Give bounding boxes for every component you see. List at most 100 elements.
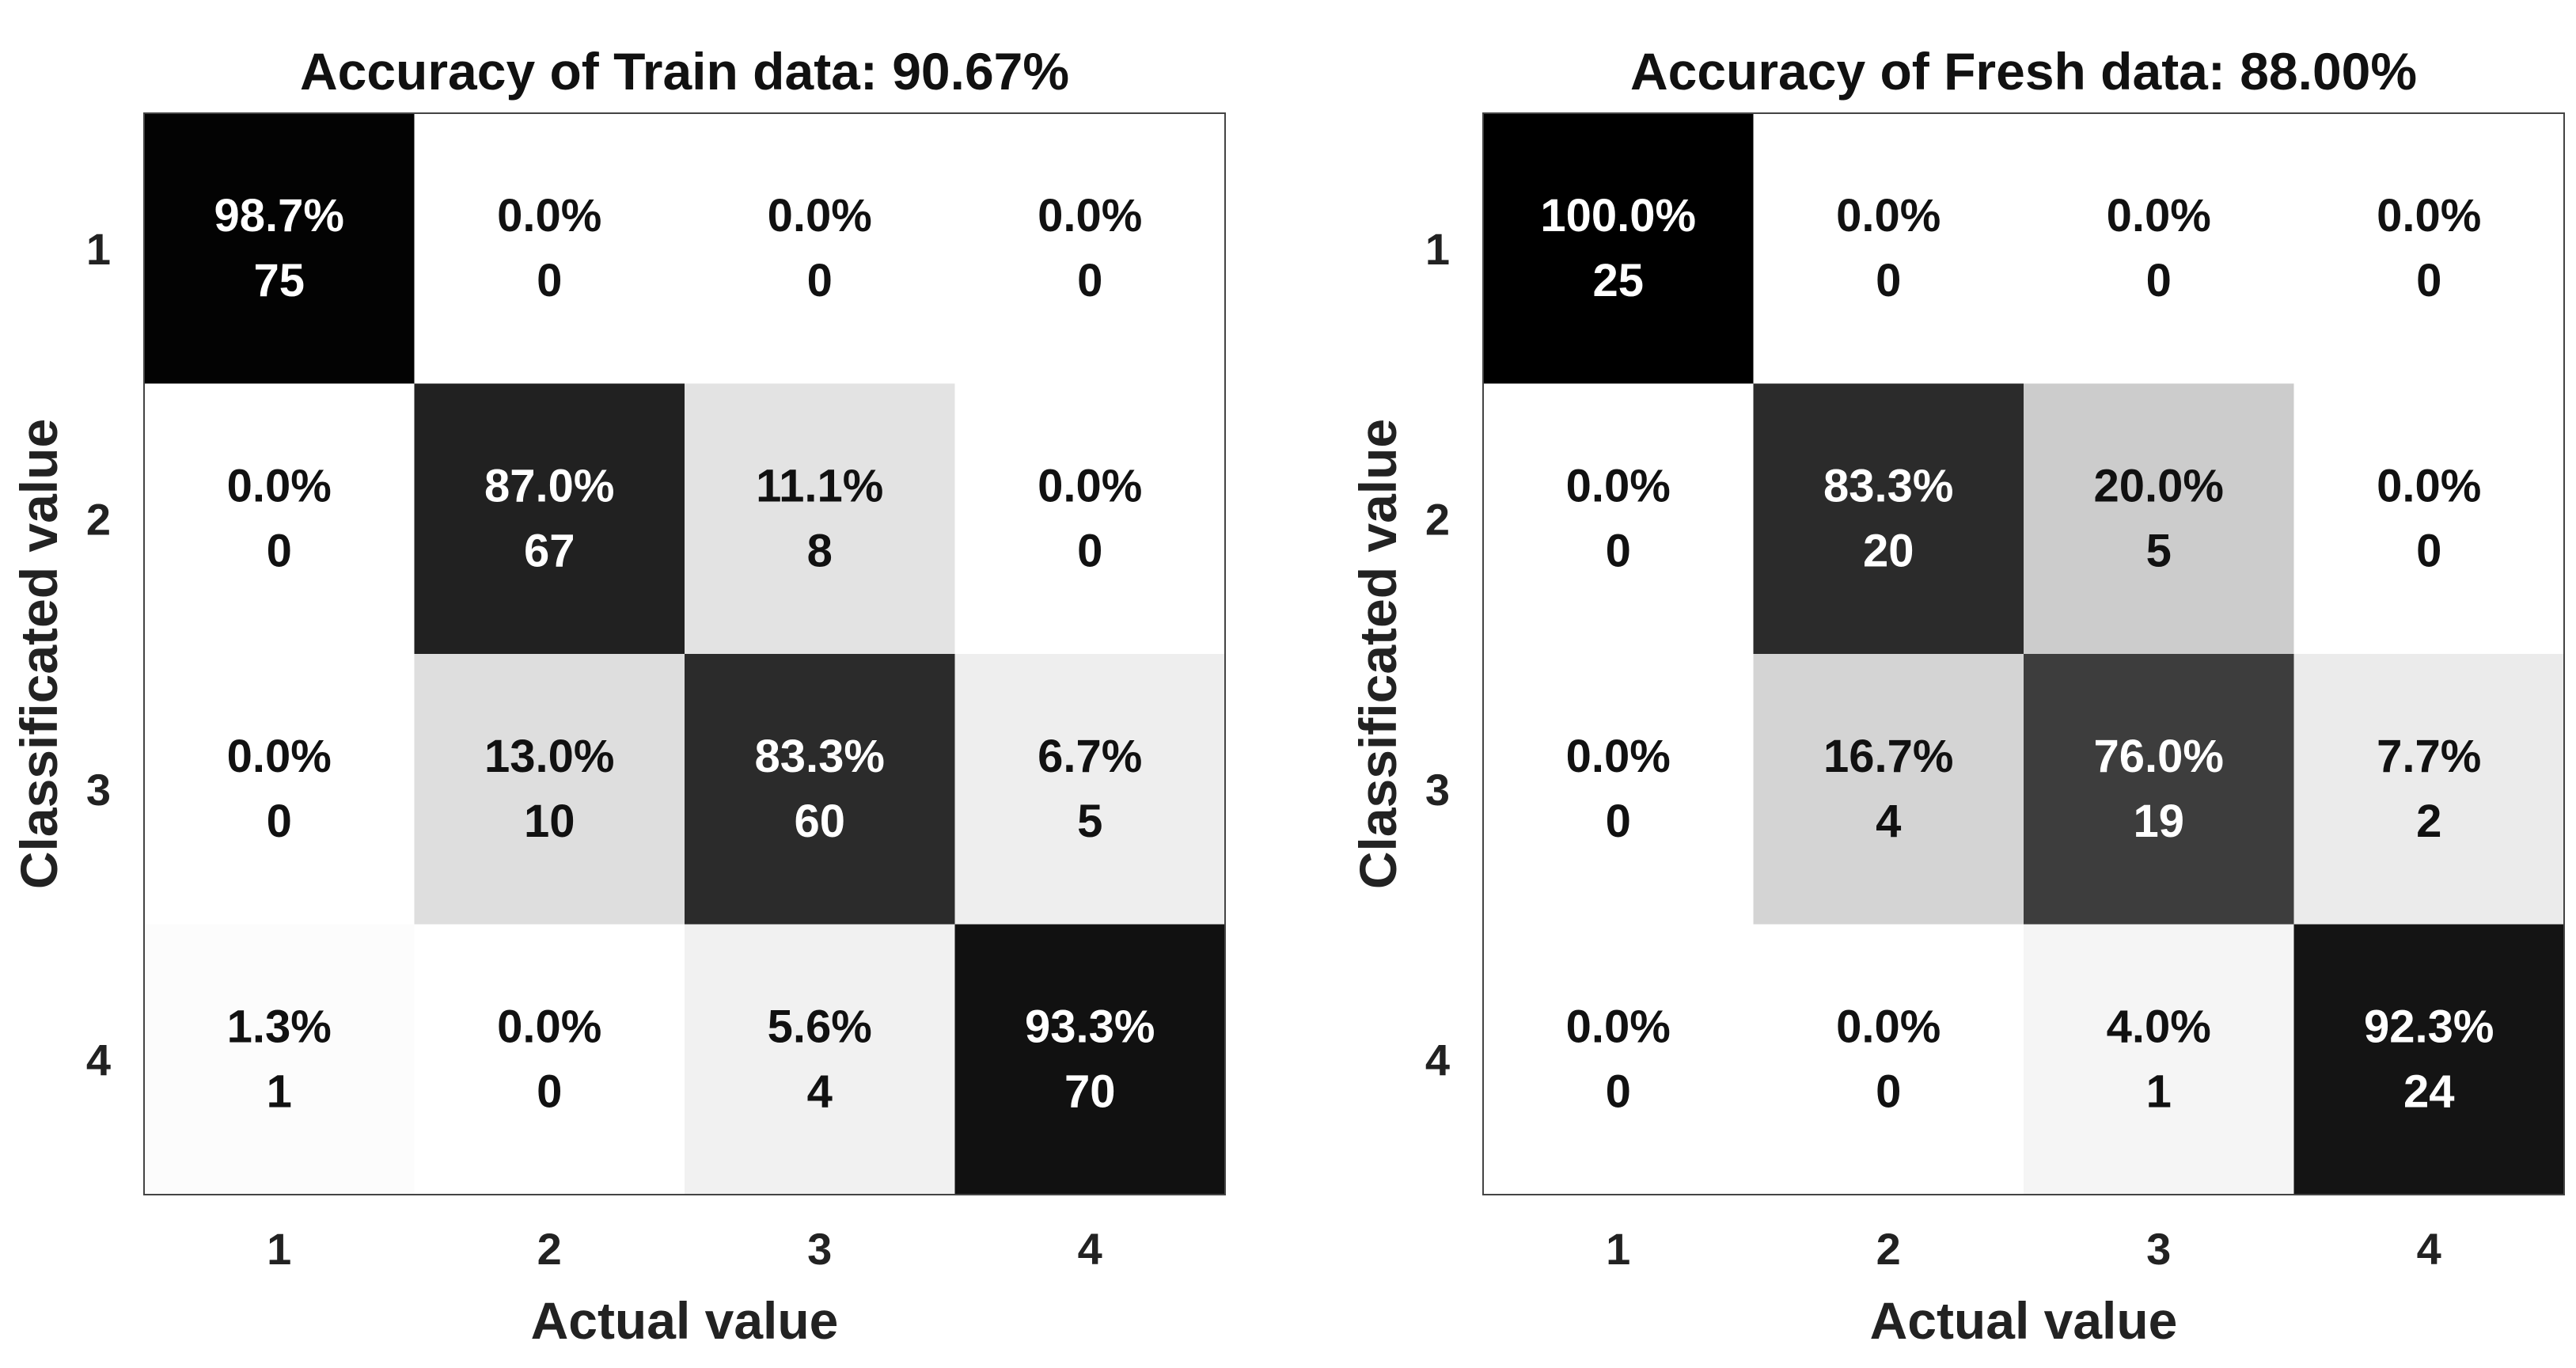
plot-frame	[143, 112, 1226, 1195]
cell-percent-label: 0.0%	[1566, 731, 1671, 782]
cell-count-label: 0	[537, 255, 562, 306]
matrix-cell	[1753, 113, 2024, 384]
cell-percent-label: 87.0%	[484, 460, 614, 511]
cell-percent-label: 83.3%	[1823, 460, 1953, 511]
cell-percent-label: 16.7%	[1823, 731, 1953, 782]
cell-percent-label: 1.3%	[227, 1001, 332, 1052]
y-tick-label: 3	[1425, 765, 1450, 815]
matrix-cell	[954, 924, 1226, 1195]
matrix-cell	[2024, 924, 2294, 1195]
matrix-cell	[144, 113, 415, 384]
cell-percent-label: 98.7%	[214, 190, 344, 241]
x-tick-label: 4	[2417, 1224, 2441, 1274]
y-tick-label: 4	[86, 1035, 111, 1085]
matrix-cell	[414, 383, 685, 655]
x-tick-label: 1	[267, 1224, 291, 1274]
cell-count-label: 0	[1077, 525, 1102, 576]
chart-title: Accuracy of Fresh data: 88.00%	[1630, 42, 2417, 101]
matrix-cell	[2293, 113, 2565, 384]
matrix-cell	[1483, 924, 1754, 1195]
cell-count-label: 1	[2146, 1066, 2172, 1117]
matrix-cell	[954, 383, 1226, 655]
cell-count-label: 8	[807, 525, 833, 576]
cell-percent-label: 0.0%	[1566, 1001, 1671, 1052]
x-tick-label: 4	[1078, 1224, 1102, 1274]
confusion-matrix-panel-2: Accuracy of Fresh data: 88.00% 1 0 0.0% 25 0.…	[1349, 42, 2565, 1350]
cell-percent-label: 0.0%	[2377, 460, 2481, 511]
cell-count-label: 24	[2403, 1066, 2455, 1117]
cell-percent-label: 11.1%	[756, 460, 883, 511]
matrix-cell	[144, 383, 415, 655]
cell-count-label: 0	[1606, 1066, 1631, 1117]
y-tick-label: 1	[1425, 224, 1450, 274]
cell-count-label: 60	[794, 796, 845, 847]
cell-count-label: 0	[2416, 525, 2441, 576]
cell-count-label: 0	[537, 1066, 562, 1117]
cell-count-label: 75	[253, 255, 305, 306]
cell-percent-label: 7.7%	[2377, 731, 2481, 782]
cell-count-label: 0	[1876, 255, 1901, 306]
cell-percent-label: 0.0%	[1566, 460, 1671, 511]
cell-percent-label: 5.6%	[768, 1001, 872, 1052]
x-tick-label: 1	[1606, 1224, 1630, 1274]
cell-percent-label: 0.0%	[227, 460, 332, 511]
cell-count-label: 0	[2146, 255, 2172, 306]
cell-count-label: 25	[1592, 255, 1644, 306]
x-axis-label: Actual value	[1870, 1291, 2178, 1350]
matrix-cell	[954, 654, 1226, 925]
cell-percent-label: 0.0%	[2377, 190, 2481, 241]
matrix-cell	[2024, 383, 2294, 655]
cell-count-label: 70	[1064, 1066, 1116, 1117]
cell-percent-label: 0.0%	[768, 190, 872, 241]
matrix-cell	[144, 924, 415, 1195]
cell-percent-label: 76.0%	[2094, 731, 2224, 782]
matrix-cell	[685, 113, 955, 384]
x-tick-label: 2	[1876, 1224, 1901, 1274]
matrix-cell	[414, 113, 685, 384]
cell-count-label: 1	[267, 1066, 292, 1117]
cell-count-label: 67	[524, 525, 575, 576]
matrix-cell	[1753, 654, 2024, 925]
cell-percent-label: 4.0%	[2107, 1001, 2211, 1052]
matrix-cell	[1753, 924, 2024, 1195]
matrix-cell	[144, 654, 415, 925]
cell-percent-label: 0.0%	[2107, 190, 2211, 241]
matrix-cell	[685, 924, 955, 1195]
chart-title: Accuracy of Train data: 90.67%	[300, 42, 1069, 101]
cell-percent-label: 0.0%	[1836, 1001, 1941, 1052]
cell-count-label: 0	[267, 796, 292, 847]
matrix-cell	[1483, 113, 1754, 384]
cell-count-label: 10	[524, 796, 575, 847]
plot-frame	[1482, 112, 2565, 1195]
y-tick-label: 3	[86, 765, 111, 815]
cell-percent-label: 0.0%	[1038, 190, 1142, 241]
y-tick-label: 1	[86, 224, 111, 274]
matrix-cell	[2024, 113, 2294, 384]
cell-percent-label: 0.0%	[1836, 190, 1941, 241]
y-tick-label: 2	[1425, 494, 1450, 544]
cell-count-label: 5	[1077, 796, 1102, 847]
cell-count-label: 4	[807, 1066, 833, 1117]
cell-count-label: 0	[2416, 255, 2441, 306]
cell-percent-label: 0.0%	[497, 1001, 601, 1052]
matrix-cell	[1483, 654, 1754, 925]
cell-count-label: 0	[807, 255, 833, 306]
x-tick-label: 3	[807, 1224, 832, 1274]
cell-percent-label: 83.3%	[755, 731, 885, 782]
cell-count-label: 2	[2416, 796, 2441, 847]
matrix-cell	[414, 924, 685, 1195]
cell-count-label: 19	[2133, 796, 2184, 847]
matrix-cell	[414, 654, 685, 925]
x-tick-label: 3	[2146, 1224, 2171, 1274]
matrix-cell	[2293, 383, 2565, 655]
cell-count-label: 0	[1876, 1066, 1901, 1117]
matrix-cell	[2024, 654, 2294, 925]
cell-count-label: 0	[267, 525, 292, 576]
matrix-cell	[1753, 383, 2024, 655]
matrix-cell	[685, 654, 955, 925]
matrix-cell	[2293, 654, 2565, 925]
cell-percent-label: 0.0%	[1038, 460, 1142, 511]
cell-percent-label: 13.0%	[484, 731, 614, 782]
cell-count-label: 0	[1077, 255, 1102, 306]
